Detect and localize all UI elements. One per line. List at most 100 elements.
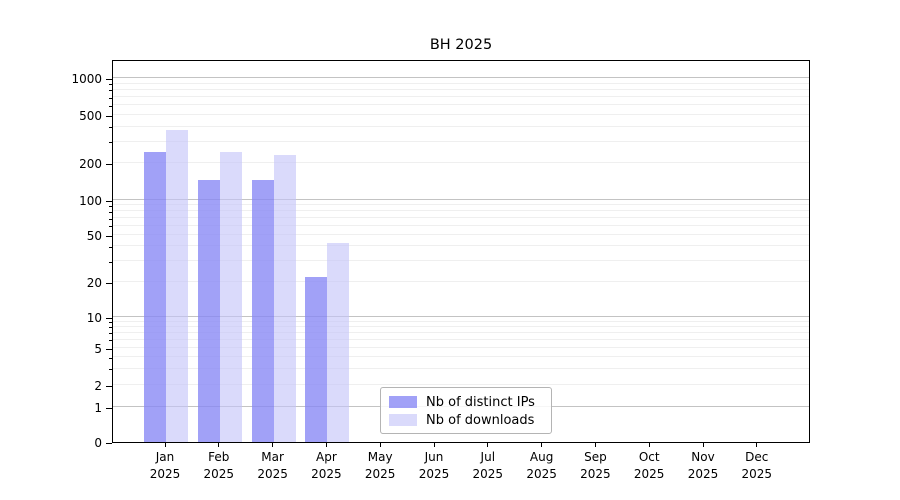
month-label: Sep (584, 450, 607, 464)
month-label: May (367, 450, 393, 464)
major-gridline (113, 77, 809, 78)
y-minor-tick-mark (109, 385, 112, 387)
legend-label: Nb of distinct IPs (426, 394, 535, 410)
x-tick-mark (433, 443, 435, 447)
year-label: 2025 (418, 466, 450, 481)
y-minor-tick-mark (109, 340, 112, 342)
minor-gridline (113, 204, 809, 206)
y-minor-tick-mark (109, 226, 112, 228)
x-tick-mark (218, 443, 220, 447)
x-tick-mark (325, 443, 328, 447)
minor-gridline (113, 96, 809, 98)
y-minor-tick-mark (109, 235, 112, 237)
y-minor-tick-mark (109, 211, 112, 213)
year-label: 2025 (472, 466, 504, 481)
y-minor-tick-mark (109, 322, 112, 324)
bar-downloads (166, 130, 188, 442)
minor-gridline (113, 384, 809, 385)
minor-gridline (113, 162, 809, 163)
x-axis-tick-label: Oct 2025 (617, 449, 681, 482)
minor-gridline (113, 88, 809, 90)
x-tick-mark (648, 443, 650, 447)
month-label: Jan (155, 450, 175, 464)
month-label: Apr (316, 450, 337, 464)
legend-item: Nb of distinct IPs (389, 394, 543, 410)
y-minor-tick-mark (109, 205, 112, 207)
minor-gridline (113, 356, 809, 358)
x-axis-tick-label: Jul 2025 (456, 449, 520, 482)
x-tick-mark (541, 443, 543, 447)
x-axis-tick-label: Dec 2025 (725, 449, 789, 482)
x-tick-mark (756, 443, 758, 447)
y-axis-tick-label: 500 (79, 109, 102, 123)
year-label: 2025 (203, 466, 235, 481)
minor-gridline (113, 325, 809, 327)
y-tick-mark (106, 200, 112, 202)
x-axis-tick-label: Feb 2025 (187, 449, 251, 482)
bar-downloads (327, 242, 350, 442)
year-label: 2025 (633, 466, 665, 481)
y-minor-tick-mark (109, 115, 112, 117)
y-axis-tick-label: 1000 (71, 72, 102, 86)
y-axis-tick-label: 200 (79, 157, 102, 171)
minor-gridline (113, 125, 809, 127)
minor-gridline (113, 331, 809, 333)
x-axis-tick-label: Apr 2025 (294, 449, 358, 482)
year-label: 2025 (580, 466, 611, 481)
y-axis-tick-label: 1 (94, 401, 102, 415)
bar-distinct-ips (305, 277, 328, 442)
year-label: 2025 (364, 466, 396, 481)
major-gridline (113, 316, 809, 317)
x-tick-mark (487, 443, 489, 447)
y-minor-tick-mark (109, 357, 112, 359)
legend: Nb of distinct IPs Nb of downloads (380, 387, 552, 434)
x-tick-mark (379, 443, 381, 447)
y-axis-tick-label: 0 (94, 436, 102, 450)
x-axis-tick-label: Jun 2025 (402, 449, 466, 482)
y-minor-tick-mark (109, 105, 112, 107)
year-label: 2025 (257, 466, 288, 481)
month-label: Feb (208, 450, 230, 464)
bar-downloads (273, 154, 296, 442)
month-label: Dec (745, 450, 769, 464)
x-tick-mark (594, 443, 597, 447)
minor-gridline (113, 245, 809, 247)
x-axis-tick-label: Sep 2025 (563, 449, 627, 482)
x-axis-tick-label: Nov 2025 (671, 449, 735, 482)
month-label: Jul (480, 450, 496, 464)
x-axis-tick-label: Mar 2025 (241, 449, 305, 482)
legend-item: Nb of downloads (389, 412, 543, 428)
y-minor-tick-mark (109, 163, 112, 165)
month-label: Jun (424, 450, 444, 464)
y-minor-tick-mark (109, 369, 112, 371)
y-minor-tick-mark (109, 327, 112, 329)
legend-label: Nb of downloads (426, 412, 535, 428)
year-label: 2025 (526, 466, 557, 481)
bar-downloads (219, 152, 242, 442)
bar-distinct-ips (144, 152, 166, 442)
y-tick-mark (106, 407, 112, 409)
plot-area (112, 60, 810, 443)
minor-gridline (113, 82, 809, 84)
minor-gridline (113, 210, 809, 212)
x-axis-tick-label: Jan 2025 (133, 449, 197, 482)
chart-title: BH 2025 (429, 37, 493, 53)
y-axis-tick-label: 20 (86, 276, 102, 290)
minor-gridline (113, 140, 809, 142)
legend-swatch-distinct-ips (389, 396, 417, 408)
y-axis-tick-label: 100 (79, 194, 102, 208)
bar-distinct-ips (197, 180, 220, 442)
y-minor-tick-mark (109, 97, 112, 99)
month-label: Aug (529, 450, 554, 464)
y-minor-tick-mark (109, 84, 112, 86)
y-axis-tick-label: 50 (86, 229, 102, 243)
minor-gridline (113, 367, 809, 369)
year-label: 2025 (741, 466, 773, 481)
y-axis-tick-label: 5 (94, 342, 102, 356)
month-label: Mar (261, 450, 284, 464)
minor-gridline (113, 260, 809, 262)
y-minor-tick-mark (109, 282, 112, 284)
y-tick-mark (106, 442, 112, 444)
y-minor-tick-mark (109, 333, 112, 335)
minor-gridline (113, 234, 809, 235)
